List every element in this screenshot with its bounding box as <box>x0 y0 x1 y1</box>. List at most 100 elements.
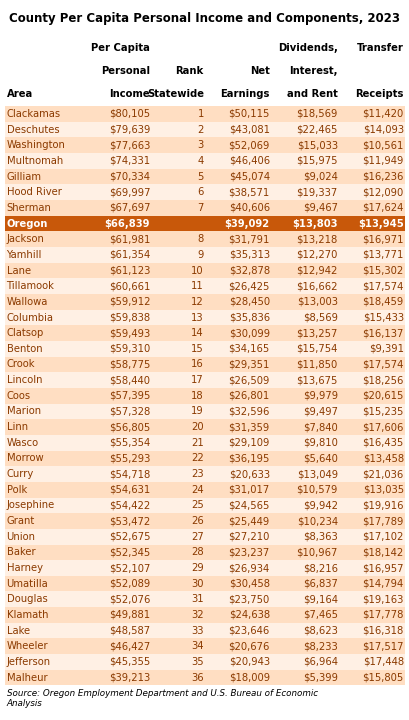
Text: 29: 29 <box>191 563 203 573</box>
Text: $31,017: $31,017 <box>228 485 269 495</box>
Text: $77,663: $77,663 <box>108 140 150 150</box>
Text: $5,399: $5,399 <box>302 672 337 683</box>
Text: $8,569: $8,569 <box>302 312 337 323</box>
Text: $9,497: $9,497 <box>302 407 337 416</box>
Text: 17: 17 <box>191 375 203 385</box>
Text: $8,216: $8,216 <box>302 563 337 573</box>
Text: Lincoln: Lincoln <box>7 375 42 385</box>
Text: 34: 34 <box>191 642 203 652</box>
Text: $61,981: $61,981 <box>108 234 150 244</box>
Text: $52,089: $52,089 <box>109 579 150 589</box>
Text: $17,778: $17,778 <box>362 610 403 620</box>
Text: $17,448: $17,448 <box>362 657 403 667</box>
Text: $53,472: $53,472 <box>109 516 150 526</box>
Text: $57,395: $57,395 <box>108 391 150 401</box>
Text: $59,493: $59,493 <box>109 328 150 338</box>
Text: $30,099: $30,099 <box>228 328 269 338</box>
Text: $9,942: $9,942 <box>302 500 337 510</box>
Text: $6,964: $6,964 <box>302 657 337 667</box>
Text: $16,236: $16,236 <box>362 171 403 181</box>
Text: $20,633: $20,633 <box>228 469 269 479</box>
Text: Wasco: Wasco <box>7 438 38 448</box>
Text: $31,791: $31,791 <box>228 234 269 244</box>
Text: 30: 30 <box>191 579 203 589</box>
Text: Coos: Coos <box>7 391 31 401</box>
Text: $26,801: $26,801 <box>228 391 269 401</box>
Text: $19,337: $19,337 <box>296 187 337 197</box>
Text: $32,878: $32,878 <box>228 266 269 276</box>
Text: 14: 14 <box>191 328 203 338</box>
Text: $11,850: $11,850 <box>296 359 337 369</box>
Text: $16,318: $16,318 <box>362 626 403 636</box>
Text: $26,425: $26,425 <box>228 282 269 291</box>
Text: Crook: Crook <box>7 359 35 369</box>
Text: $8,623: $8,623 <box>302 626 337 636</box>
Text: $49,881: $49,881 <box>109 610 150 620</box>
Text: $34,165: $34,165 <box>228 344 269 354</box>
Text: Harney: Harney <box>7 563 43 573</box>
Text: Net: Net <box>249 66 269 76</box>
Text: $15,033: $15,033 <box>296 140 337 150</box>
Text: Area: Area <box>7 89 33 99</box>
Text: $61,123: $61,123 <box>108 266 150 276</box>
Text: $8,363: $8,363 <box>302 531 337 541</box>
Text: 4: 4 <box>197 156 203 166</box>
Text: Malheur: Malheur <box>7 672 47 683</box>
Text: 3: 3 <box>197 140 203 150</box>
Text: $18,256: $18,256 <box>362 375 403 385</box>
Text: $66,839: $66,839 <box>104 219 150 228</box>
Text: $35,836: $35,836 <box>228 312 269 323</box>
Text: $7,465: $7,465 <box>302 610 337 620</box>
Text: $31,359: $31,359 <box>228 422 269 432</box>
Text: $58,775: $58,775 <box>108 359 150 369</box>
Text: $54,422: $54,422 <box>109 500 150 510</box>
Text: $20,943: $20,943 <box>228 657 269 667</box>
Text: Oregon: Oregon <box>7 219 48 228</box>
Text: $21,036: $21,036 <box>362 469 403 479</box>
Text: $13,458: $13,458 <box>362 454 403 464</box>
Text: $52,069: $52,069 <box>228 140 269 150</box>
Text: 7: 7 <box>197 203 203 213</box>
Text: $12,090: $12,090 <box>362 187 403 197</box>
Text: $39,092: $39,092 <box>224 219 269 228</box>
Text: Rank: Rank <box>175 66 203 76</box>
Text: $32,596: $32,596 <box>228 407 269 416</box>
Text: $10,579: $10,579 <box>296 485 337 495</box>
Text: $52,107: $52,107 <box>108 563 150 573</box>
Text: Marion: Marion <box>7 407 40 416</box>
Text: $15,805: $15,805 <box>362 672 403 683</box>
Text: $45,355: $45,355 <box>109 657 150 667</box>
Text: $16,137: $16,137 <box>362 328 403 338</box>
Text: $11,949: $11,949 <box>362 156 403 166</box>
Text: $17,102: $17,102 <box>362 531 403 541</box>
Text: Curry: Curry <box>7 469 34 479</box>
Text: 31: 31 <box>191 594 203 604</box>
Text: 1: 1 <box>197 109 203 119</box>
Text: $10,967: $10,967 <box>296 547 337 557</box>
Text: $26,509: $26,509 <box>228 375 269 385</box>
Text: 19: 19 <box>191 407 203 416</box>
Text: $24,638: $24,638 <box>228 610 269 620</box>
Text: Tillamook: Tillamook <box>7 282 54 291</box>
Text: $58,440: $58,440 <box>109 375 150 385</box>
Text: $17,574: $17,574 <box>362 359 403 369</box>
Text: $20,615: $20,615 <box>362 391 403 401</box>
Text: $56,805: $56,805 <box>109 422 150 432</box>
Text: 18: 18 <box>191 391 203 401</box>
Text: 2: 2 <box>197 125 203 135</box>
Text: and Rent: and Rent <box>286 89 337 99</box>
Text: $67,697: $67,697 <box>108 203 150 213</box>
Text: $55,293: $55,293 <box>108 454 150 464</box>
Text: $23,237: $23,237 <box>228 547 269 557</box>
Text: 23: 23 <box>191 469 203 479</box>
Text: $29,109: $29,109 <box>228 438 269 448</box>
Text: Earnings: Earnings <box>220 89 269 99</box>
Text: Baker: Baker <box>7 547 35 557</box>
Text: $24,565: $24,565 <box>228 500 269 510</box>
Text: $5,640: $5,640 <box>302 454 337 464</box>
Text: Dividends,: Dividends, <box>277 42 337 53</box>
Text: Per Capita: Per Capita <box>91 42 150 53</box>
Text: $17,606: $17,606 <box>362 422 403 432</box>
Text: $13,945: $13,945 <box>357 219 403 228</box>
Text: 16: 16 <box>191 359 203 369</box>
